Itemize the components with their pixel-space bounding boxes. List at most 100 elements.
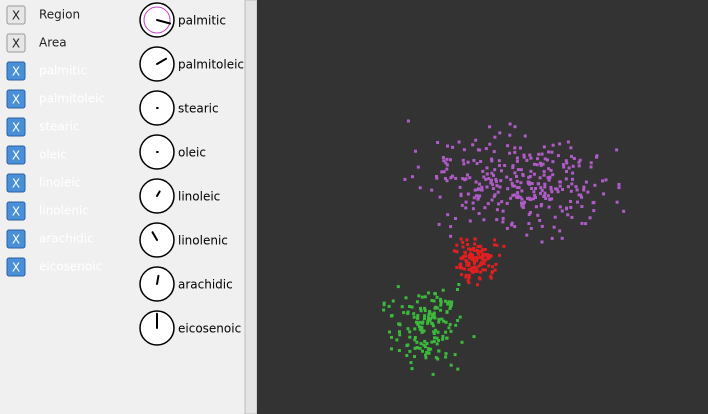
point xyxy=(410,305,414,309)
point xyxy=(413,336,417,339)
checkbox-label: linolenic xyxy=(39,204,89,218)
point xyxy=(437,222,441,226)
point xyxy=(528,175,532,178)
checkbox-box[interactable] xyxy=(6,257,26,277)
point xyxy=(396,285,400,289)
point xyxy=(461,256,465,260)
point xyxy=(509,178,513,182)
checkbox-box[interactable] xyxy=(6,61,26,81)
checkbox-box[interactable] xyxy=(6,5,26,25)
point xyxy=(459,194,463,198)
point xyxy=(490,159,494,163)
point xyxy=(412,312,416,316)
point xyxy=(520,189,524,193)
point xyxy=(430,340,434,344)
point xyxy=(498,185,502,189)
point xyxy=(444,352,448,356)
point xyxy=(567,166,571,170)
point xyxy=(471,270,475,274)
point xyxy=(463,178,467,182)
point xyxy=(595,154,599,158)
point xyxy=(441,156,445,159)
point xyxy=(456,367,460,371)
point xyxy=(418,186,422,190)
point xyxy=(460,203,464,207)
point xyxy=(439,308,442,312)
dial-label: linolenic xyxy=(178,234,228,248)
point xyxy=(490,171,494,175)
point xyxy=(447,326,451,330)
point xyxy=(388,330,391,334)
point xyxy=(458,315,462,319)
dial-axis xyxy=(156,57,168,65)
point xyxy=(424,356,428,360)
point xyxy=(479,244,483,248)
point xyxy=(418,325,421,329)
point xyxy=(419,342,423,346)
point xyxy=(444,161,448,165)
checkbox-label: palmitic xyxy=(39,64,87,78)
point xyxy=(534,196,537,199)
point xyxy=(463,250,467,254)
point xyxy=(502,244,506,248)
checkbox-box[interactable] xyxy=(6,33,26,53)
point xyxy=(441,337,445,341)
point xyxy=(491,265,495,269)
point xyxy=(408,305,412,308)
checkbox-label: linoleic xyxy=(39,176,81,190)
point xyxy=(421,349,424,353)
checkbox[interactable]: X Area xyxy=(6,33,67,53)
checkbox-box[interactable] xyxy=(6,201,26,221)
checkbox-box[interactable] xyxy=(6,229,26,249)
point xyxy=(542,170,546,174)
point xyxy=(532,162,536,166)
point xyxy=(536,182,540,186)
point xyxy=(457,283,461,286)
point xyxy=(571,164,575,168)
checkbox-mark: X xyxy=(12,149,20,163)
point xyxy=(592,200,596,204)
point xyxy=(542,173,546,177)
point xyxy=(429,317,433,321)
checkbox-box[interactable] xyxy=(6,89,26,109)
point xyxy=(584,222,588,226)
point xyxy=(442,159,446,163)
point xyxy=(445,157,449,161)
point xyxy=(477,276,481,280)
point xyxy=(571,171,575,175)
point xyxy=(445,336,449,340)
point xyxy=(414,149,417,153)
point xyxy=(492,150,496,154)
point xyxy=(446,301,450,305)
point xyxy=(529,156,533,160)
point xyxy=(535,163,539,167)
point xyxy=(423,295,427,299)
point xyxy=(460,266,464,270)
point xyxy=(470,254,474,258)
point xyxy=(420,325,424,329)
splitter[interactable] xyxy=(244,0,258,414)
checkbox-box[interactable] xyxy=(6,117,26,137)
point xyxy=(489,181,493,185)
point xyxy=(449,158,452,162)
point xyxy=(427,313,431,317)
point xyxy=(464,275,468,279)
checkbox[interactable]: X Region xyxy=(6,5,80,25)
checkbox-label: palmitoleic xyxy=(39,92,105,106)
point xyxy=(466,243,470,247)
point xyxy=(423,306,427,310)
checkbox-mark: X xyxy=(12,121,20,135)
point xyxy=(455,266,459,269)
checkbox-box[interactable] xyxy=(6,145,26,165)
checkbox-box[interactable] xyxy=(6,173,26,193)
point xyxy=(468,256,472,260)
